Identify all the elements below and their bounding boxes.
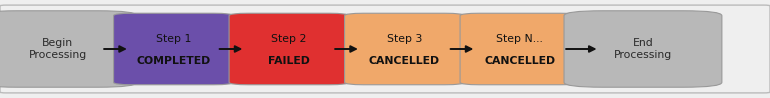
- FancyBboxPatch shape: [564, 11, 722, 87]
- FancyBboxPatch shape: [114, 13, 233, 85]
- FancyBboxPatch shape: [345, 13, 464, 85]
- Text: Step 1: Step 1: [156, 34, 191, 44]
- FancyBboxPatch shape: [0, 11, 137, 87]
- Text: FAILED: FAILED: [268, 56, 310, 66]
- FancyBboxPatch shape: [0, 5, 770, 93]
- Text: CANCELLED: CANCELLED: [369, 56, 440, 66]
- Text: End
Processing: End Processing: [614, 38, 672, 60]
- FancyBboxPatch shape: [460, 13, 580, 85]
- Text: Begin
Processing: Begin Processing: [28, 38, 87, 60]
- Text: COMPLETED: COMPLETED: [136, 56, 210, 66]
- Text: Step 2: Step 2: [271, 34, 306, 44]
- Text: Step 3: Step 3: [387, 34, 422, 44]
- FancyBboxPatch shape: [229, 13, 348, 85]
- Text: CANCELLED: CANCELLED: [484, 56, 555, 66]
- Text: Step N...: Step N...: [497, 34, 543, 44]
